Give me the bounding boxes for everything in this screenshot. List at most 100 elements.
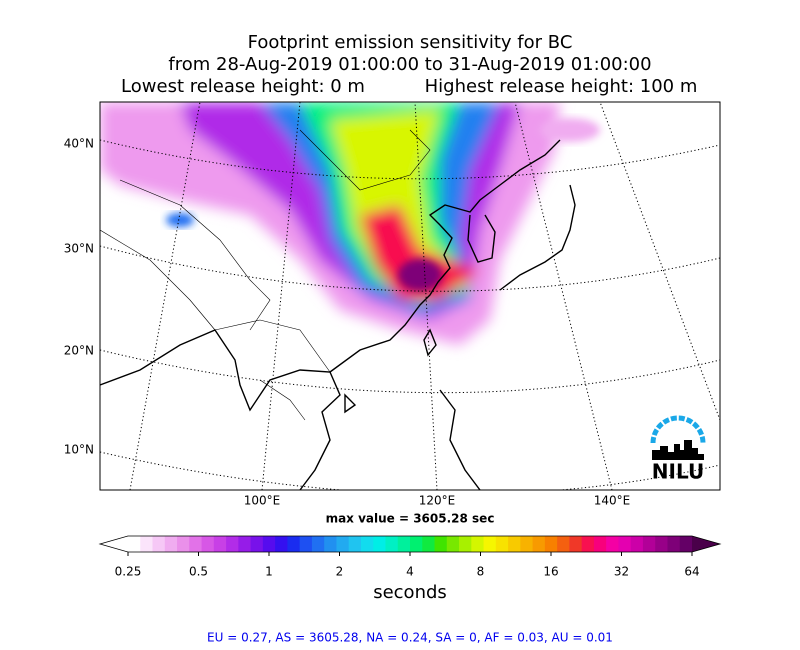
colorbar-segment: [164, 536, 178, 552]
colorbar-segment: [311, 536, 325, 552]
map-area: NILU: [100, 102, 720, 490]
colorbar-segment: [630, 536, 644, 552]
colorbar-segment: [459, 536, 472, 552]
colorbar-segment: [642, 536, 656, 552]
colorbar-segment: [238, 536, 252, 552]
colorbar-segment: [336, 536, 350, 552]
lat-label: 30°N: [64, 242, 94, 256]
colorbar-under: [100, 536, 128, 552]
colorbar-tick-label: 0.5: [189, 565, 208, 579]
coastline: [499, 184, 576, 291]
colorbar-segment: [177, 536, 190, 552]
logo: NILU: [650, 415, 706, 484]
parallel: [100, 139, 720, 180]
colorbar-segment: [324, 536, 337, 552]
colorbar-segment: [667, 536, 681, 552]
colorbar-tick-label: 4: [406, 565, 414, 579]
colorbar-segment: [397, 536, 411, 552]
map-labels: 40°N 30°N 20°N 10°N 100°E 120°E 140°E: [64, 137, 631, 508]
colorbar-segment: [520, 536, 534, 552]
lat-label: 40°N: [64, 137, 94, 151]
plume-spot: [166, 213, 194, 227]
colorbar-segment: [557, 536, 570, 552]
lon-label: 100°E: [244, 494, 281, 508]
colorbar-label: seconds: [373, 582, 447, 603]
meridian: [599, 102, 720, 421]
colorbar-segment: [422, 536, 436, 552]
meridian: [129, 102, 201, 490]
logo-text: NILU: [652, 460, 704, 484]
colorbar-segment: [593, 536, 607, 552]
release-high: Highest release height: 100 m: [425, 76, 698, 97]
colorbar-segment: [201, 536, 215, 552]
colorbar-tick-label: 0.25: [115, 565, 142, 579]
colorbar-segment: [128, 536, 141, 552]
coastline: [100, 329, 341, 490]
title-line: Footprint emission sensitivity for BC: [248, 32, 573, 53]
plume-core: [398, 259, 442, 291]
region-summary: EU = 0.27, AS = 3605.28, NA = 0.24, SA =…: [207, 631, 613, 645]
plume-spot: [540, 118, 600, 142]
border: [100, 129, 431, 421]
colorbar-segment: [581, 536, 595, 552]
colorbar-tick-label: 1: [265, 565, 273, 579]
colorbar-segment: [569, 536, 583, 552]
meridian: [514, 102, 613, 490]
colorbar-segment: [152, 536, 166, 552]
colorbar-segment: [262, 536, 276, 552]
lat-label: 10°N: [64, 443, 94, 457]
parallel: [100, 245, 720, 292]
colorbar-segment: [434, 536, 448, 552]
colorbar-segment: [483, 536, 497, 552]
colorbar-segment: [606, 536, 619, 552]
logo-arc: [650, 415, 706, 444]
colorbar-segment: [360, 536, 374, 552]
colorbar-segment: [385, 536, 399, 552]
colorbar-segment: [250, 536, 264, 552]
colorbar-segment: [189, 536, 203, 552]
parallel: [100, 451, 720, 490]
colorbar-tick-label: 8: [477, 565, 485, 579]
colorbar-segment: [655, 536, 668, 552]
colorbar-segment: [508, 536, 521, 552]
coastline: [439, 389, 481, 490]
colorbar-over: [692, 536, 720, 552]
colorbar-segment: [618, 536, 632, 552]
lon-label: 120°E: [419, 494, 456, 508]
coastline: [344, 393, 357, 414]
max-value: max value = 3605.28 sec: [326, 512, 495, 526]
coastline: [423, 328, 437, 357]
colorbar-tick-label: 32: [614, 565, 629, 579]
colorbar: 0.25 0.5 1 2 4 8 16 32 64: [98, 535, 722, 579]
colorbar-segment: [287, 536, 301, 552]
logo-skyline: [652, 440, 704, 460]
colorbar-segment: [226, 536, 239, 552]
lat-label: 20°N: [64, 344, 94, 358]
colorbar-segment: [275, 536, 288, 552]
colorbar-segment: [532, 536, 546, 552]
colorbar-segment: [348, 536, 362, 552]
map-frame: [99, 101, 721, 491]
colorbar-segment: [471, 536, 485, 552]
release-low: Lowest release height: 0 m: [121, 76, 365, 97]
colorbar-segment: [679, 536, 693, 552]
colorbar-segment: [140, 536, 154, 552]
colorbar-segment: [373, 536, 386, 552]
colorbar-segment: [299, 536, 313, 552]
colorbar-segment: [495, 536, 509, 552]
coastline: [467, 214, 496, 263]
colorbar-segment: [544, 536, 558, 552]
title-line: from 28-Aug-2019 01:00:00 to 31-Aug-2019…: [168, 54, 651, 75]
colorbar-segment: [410, 536, 423, 552]
colorbar-tick-label: 64: [684, 565, 699, 579]
colorbar-segment: [446, 536, 460, 552]
colorbar-segment: [213, 536, 227, 552]
lon-label: 140°E: [594, 494, 631, 508]
coastline: [329, 139, 561, 373]
colorbar-tick-label: 16: [543, 565, 558, 579]
plume-red: [360, 205, 480, 300]
colorbar-tick-label: 2: [336, 565, 344, 579]
